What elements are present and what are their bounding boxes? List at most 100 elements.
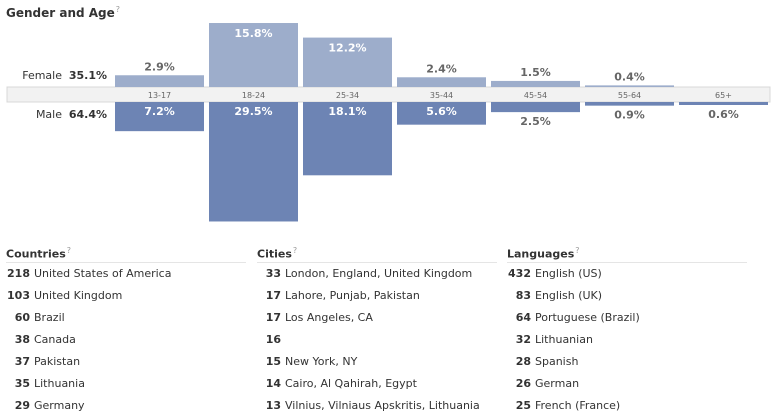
data-label-male: 0.6% bbox=[708, 108, 739, 121]
list-item[interactable]: 13 Vilnius, Vilniaus Apskritis, Lithuania bbox=[257, 395, 497, 417]
series-label-female: Female bbox=[22, 69, 62, 82]
item-count: 37 bbox=[14, 355, 30, 368]
list-item[interactable]: 14 Cairo, Al Qahirah, Egypt bbox=[257, 373, 497, 395]
item-name: Spanish bbox=[535, 355, 579, 368]
item-name: Cairo, Al Qahirah, Egypt bbox=[285, 377, 417, 390]
cities-list: 33 London, England, United Kingdom 17 Lahor… bbox=[257, 263, 497, 417]
data-label-male: 7.2% bbox=[144, 105, 175, 118]
list-item[interactable]: 17 Los Angeles, CA bbox=[257, 307, 497, 329]
item-count: 14 bbox=[265, 377, 281, 390]
bar-female bbox=[585, 85, 674, 87]
list-item[interactable]: 432 English (US) bbox=[507, 263, 747, 285]
item-count: 16 bbox=[265, 333, 281, 346]
help-icon[interactable]: ? bbox=[575, 246, 580, 255]
bar-male bbox=[491, 102, 580, 113]
list-item[interactable]: 26 German bbox=[507, 373, 747, 395]
list-item[interactable]: 17 Lahore, Punjab, Pakistan bbox=[257, 285, 497, 307]
bar-male bbox=[115, 102, 204, 132]
list-item[interactable]: 60 Brazil bbox=[6, 307, 246, 329]
countries-heading-text: Countries bbox=[6, 247, 66, 261]
languages-section: Languages? 432 English (US) 83 English (UK)… bbox=[507, 240, 747, 417]
help-icon[interactable]: ? bbox=[115, 5, 121, 14]
item-name: New York, NY bbox=[285, 355, 358, 368]
item-name: English (UK) bbox=[535, 289, 603, 302]
countries-list: 218 United States of America 103 United Kin… bbox=[6, 263, 246, 417]
bar-female bbox=[209, 23, 298, 87]
tick-label: 25-34 bbox=[336, 91, 359, 100]
item-name: United States of America bbox=[34, 267, 172, 280]
bar-male bbox=[397, 102, 486, 125]
item-name: Lithuanian bbox=[535, 333, 593, 346]
item-count: 15 bbox=[265, 355, 281, 368]
data-label-male: 5.6% bbox=[426, 105, 457, 118]
item-name: English (US) bbox=[535, 267, 602, 280]
list-item[interactable]: 29 Germany bbox=[6, 395, 246, 417]
item-count: 13 bbox=[265, 399, 281, 412]
item-count: 64 bbox=[515, 311, 531, 324]
item-count: 17 bbox=[265, 311, 281, 324]
tick-label: 35-44 bbox=[430, 91, 453, 100]
help-icon[interactable]: ? bbox=[292, 246, 298, 255]
bar-female bbox=[491, 80, 580, 87]
bar-male bbox=[209, 102, 298, 222]
item-count: 26 bbox=[515, 377, 531, 390]
list-item[interactable]: 32 Lithuanian bbox=[507, 329, 747, 351]
list-item[interactable]: 38 Canada bbox=[6, 329, 246, 351]
cities-heading-text: Cities bbox=[257, 247, 292, 261]
age-band bbox=[6, 86, 771, 103]
tick-label: 65+ bbox=[715, 91, 732, 100]
cities-section: Cities? 33 London, England, United Kingdo… bbox=[257, 240, 497, 417]
list-item[interactable]: 16 bbox=[257, 329, 497, 351]
tick-label: 45-54 bbox=[524, 91, 547, 100]
item-name: Lithuania bbox=[34, 377, 85, 390]
data-label-male: 0.9% bbox=[614, 109, 645, 122]
languages-heading: Languages? bbox=[507, 240, 747, 263]
series-total-female: 35.1% bbox=[69, 69, 107, 82]
item-name: United Kingdom bbox=[34, 289, 123, 302]
list-item[interactable]: 25 French (France) bbox=[507, 395, 747, 417]
help-icon[interactable]: ? bbox=[66, 246, 72, 255]
item-name: Los Angeles, CA bbox=[285, 311, 373, 324]
item-name: Brazil bbox=[34, 311, 65, 324]
item-name: Germany bbox=[34, 399, 85, 412]
chart-title-text: Gender and Age bbox=[6, 6, 115, 20]
languages-heading-text: Languages bbox=[507, 247, 575, 261]
data-label-male: 29.5% bbox=[234, 105, 272, 118]
item-name: French (France) bbox=[535, 399, 621, 412]
list-item[interactable]: 37 Pakistan bbox=[6, 351, 246, 373]
series-total-male: 64.4% bbox=[69, 108, 107, 121]
tick-label: 13-17 bbox=[148, 91, 171, 100]
list-item[interactable]: 64 Portuguese (Brazil) bbox=[507, 307, 747, 329]
item-count: 28 bbox=[515, 355, 531, 368]
item-name: German bbox=[535, 377, 580, 390]
list-item[interactable]: 218 United States of America bbox=[6, 263, 246, 285]
list-item[interactable]: 103 United Kingdom bbox=[6, 285, 246, 307]
list-item[interactable]: 15 New York, NY bbox=[257, 351, 497, 373]
chart-title: Gender and Age? bbox=[6, 5, 120, 20]
data-label-female: 0.4% bbox=[614, 70, 645, 83]
item-count: 29 bbox=[14, 399, 30, 412]
item-count: 83 bbox=[515, 289, 531, 302]
list-item[interactable]: 35 Lithuania bbox=[6, 373, 246, 395]
list-item[interactable]: 33 London, England, United Kingdom bbox=[257, 263, 497, 285]
languages-list: 432 English (US) 83 English (UK) 64 Portugues… bbox=[507, 263, 747, 417]
item-count: 32 bbox=[515, 333, 531, 346]
item-count: 218 bbox=[7, 267, 30, 280]
item-count: 17 bbox=[265, 289, 281, 302]
countries-heading: Countries? bbox=[6, 240, 246, 263]
list-item[interactable]: 83 English (UK) bbox=[507, 285, 747, 307]
item-name: Lahore, Punjab, Pakistan bbox=[285, 289, 420, 302]
item-count: 33 bbox=[265, 267, 281, 280]
item-name: London, England, United Kingdom bbox=[285, 267, 473, 280]
list-item[interactable]: 28 Spanish bbox=[507, 351, 747, 373]
item-count: 103 bbox=[7, 289, 30, 302]
item-count: 35 bbox=[14, 377, 30, 390]
item-name: Canada bbox=[34, 333, 76, 346]
data-label-male: 18.1% bbox=[328, 105, 366, 118]
item-count: 432 bbox=[508, 267, 531, 280]
data-label-female: 1.5% bbox=[520, 66, 551, 79]
data-label-male: 2.5% bbox=[520, 115, 551, 128]
bar-female bbox=[303, 37, 392, 87]
data-label-female: 12.2% bbox=[328, 42, 366, 55]
item-count: 25 bbox=[515, 399, 531, 412]
